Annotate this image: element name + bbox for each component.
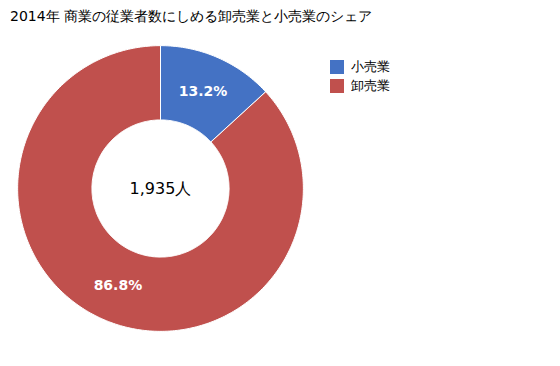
html-text:2014年 商業の従業者数にしめる卸売業と小売業のシェア: 2014年 商業の従業者数にしめる卸売業と小売業のシェア xyxy=(10,8,373,24)
svg-text:13.2%: 13.2% xyxy=(179,83,228,99)
svg-text:86.8%: 86.8% xyxy=(94,277,143,293)
html-text:卸売業: 卸売業 xyxy=(350,78,390,93)
html-text:小売業: 小売業 xyxy=(350,59,390,74)
svg-text:1,935人: 1,935人 xyxy=(130,179,192,198)
